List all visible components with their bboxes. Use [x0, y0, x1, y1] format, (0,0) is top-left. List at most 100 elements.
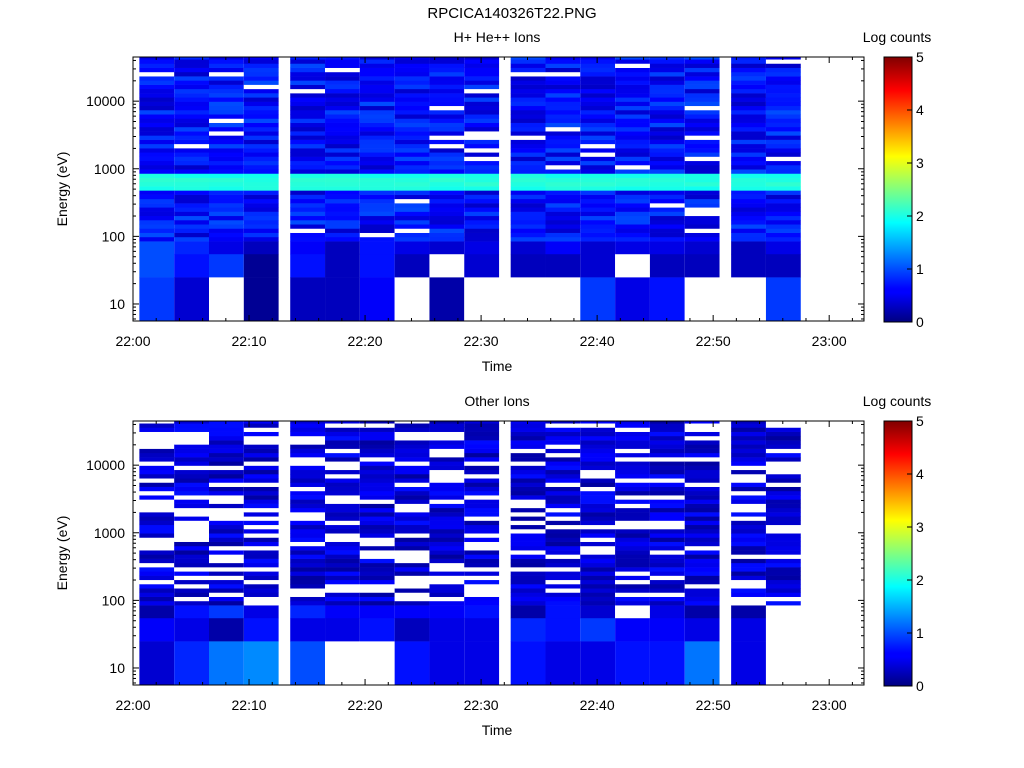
- heatmap-cell: [394, 114, 430, 119]
- heatmap-cell: [684, 156, 720, 162]
- heatmap-cell: [580, 541, 616, 547]
- heatmap-cell: [510, 181, 546, 187]
- heatmap-cell: [359, 97, 395, 102]
- heatmap-cell: [174, 421, 209, 424]
- heatmap-cell: [139, 537, 175, 542]
- heatmap-cell: [174, 57, 209, 60]
- heatmap-cell: [615, 67, 650, 73]
- heatmap-cell: [580, 71, 616, 77]
- heatmap-cell: [290, 579, 326, 585]
- heatmap-cell: [649, 211, 685, 217]
- heatmap-cell: [325, 177, 360, 183]
- heatmap-cell: [139, 469, 175, 475]
- heatmap-cell: [580, 431, 616, 437]
- heatmap-cell: [429, 537, 465, 542]
- heatmap-cell: [209, 232, 244, 238]
- heatmap-cell: [429, 499, 465, 504]
- heatmap-cell: [510, 448, 546, 454]
- heatmap-cell: [429, 148, 465, 153]
- heatmap-cell: [615, 164, 650, 170]
- heatmap-cell: [290, 469, 326, 475]
- heatmap-cell: [545, 495, 581, 500]
- heatmap-cell: [765, 253, 801, 278]
- heatmap-cell: [731, 97, 766, 102]
- heatmap-cell: [394, 76, 430, 81]
- heatmap-cell: [684, 583, 720, 589]
- heatmap-cell: [325, 219, 360, 225]
- heatmap-cell: [290, 164, 326, 170]
- heatmap-cell: [684, 545, 720, 551]
- heatmap-cell: [684, 173, 720, 178]
- heatmap-cell: [174, 186, 209, 191]
- heatmap-cell: [545, 232, 581, 238]
- heatmap-cell: [510, 215, 546, 221]
- heatmap-cell: [394, 101, 430, 107]
- heatmap-cell: [139, 444, 175, 449]
- heatmap-cell: [765, 482, 801, 487]
- heatmap-cell: [684, 641, 720, 686]
- heatmap-cell: [429, 118, 465, 123]
- heatmap-cell: [243, 482, 279, 487]
- heatmap-cell: [139, 465, 175, 471]
- heatmap-cell: [429, 427, 465, 432]
- heatmap-cell: [649, 596, 685, 602]
- heatmap-cell: [545, 567, 581, 572]
- heatmap-cell: [464, 567, 500, 572]
- heatmap-cell: [394, 440, 430, 445]
- heatmap-cell: [174, 516, 209, 521]
- heatmap-cell: [359, 533, 395, 538]
- heatmap-cell: [649, 194, 685, 200]
- heatmap-cell: [290, 236, 326, 242]
- heatmap-cell: [209, 490, 244, 496]
- heatmap-cell: [429, 457, 465, 462]
- heatmap-cell: [429, 596, 465, 602]
- heatmap-cell: [174, 135, 209, 140]
- heatmap-cell: [615, 118, 650, 123]
- heatmap-cell: [765, 423, 801, 428]
- heatmap-cell: [684, 114, 720, 119]
- heatmap-cell: [209, 76, 244, 81]
- heatmap-cell: [290, 545, 326, 551]
- heatmap-cell: [174, 198, 209, 204]
- heatmap-cell: [429, 190, 465, 195]
- heatmap-cell: [731, 558, 766, 564]
- heatmap-cell: [429, 512, 465, 517]
- heatmap-cell: [359, 186, 395, 191]
- heatmap-cell: [464, 431, 500, 437]
- heatmap-cell: [765, 545, 801, 551]
- heatmap-cell: [325, 486, 360, 492]
- heatmap-cell: [731, 507, 766, 513]
- heatmap-cell: [464, 448, 500, 454]
- heatmap-cell: [209, 524, 244, 530]
- heatmap-cell: [394, 545, 430, 551]
- heatmap-cell: [429, 524, 465, 530]
- heatmap-cell: [510, 109, 546, 115]
- heatmap-cell: [174, 435, 209, 441]
- heatmap-cell: [615, 148, 650, 153]
- heatmap-cell: [290, 495, 326, 500]
- heatmap-cell: [649, 186, 685, 191]
- heatmap-cell: [684, 126, 720, 132]
- heatmap-cell: [731, 641, 766, 686]
- heatmap-cell: [290, 641, 326, 686]
- heatmap-cell: [464, 194, 500, 200]
- heatmap-cell: [684, 571, 720, 576]
- heatmap-cell: [464, 169, 500, 174]
- heatmap-cell: [243, 533, 279, 538]
- heatmap-cell: [359, 520, 395, 526]
- heatmap-cell: [765, 198, 801, 204]
- x-tick-label: 22:50: [696, 697, 731, 713]
- heatmap-cell: [545, 173, 581, 178]
- heatmap-cell: [243, 605, 279, 619]
- heatmap-cell: [139, 482, 175, 487]
- heatmap-cell: [464, 550, 500, 555]
- heatmap-cell: [429, 80, 465, 85]
- heatmap-cell: [684, 241, 720, 255]
- heatmap-cell: [139, 253, 175, 278]
- heatmap-cell: [325, 448, 360, 454]
- heatmap-cell: [209, 219, 244, 225]
- heatmap-cell: [209, 80, 244, 85]
- heatmap-cell: [429, 169, 465, 174]
- heatmap-cell: [174, 152, 209, 157]
